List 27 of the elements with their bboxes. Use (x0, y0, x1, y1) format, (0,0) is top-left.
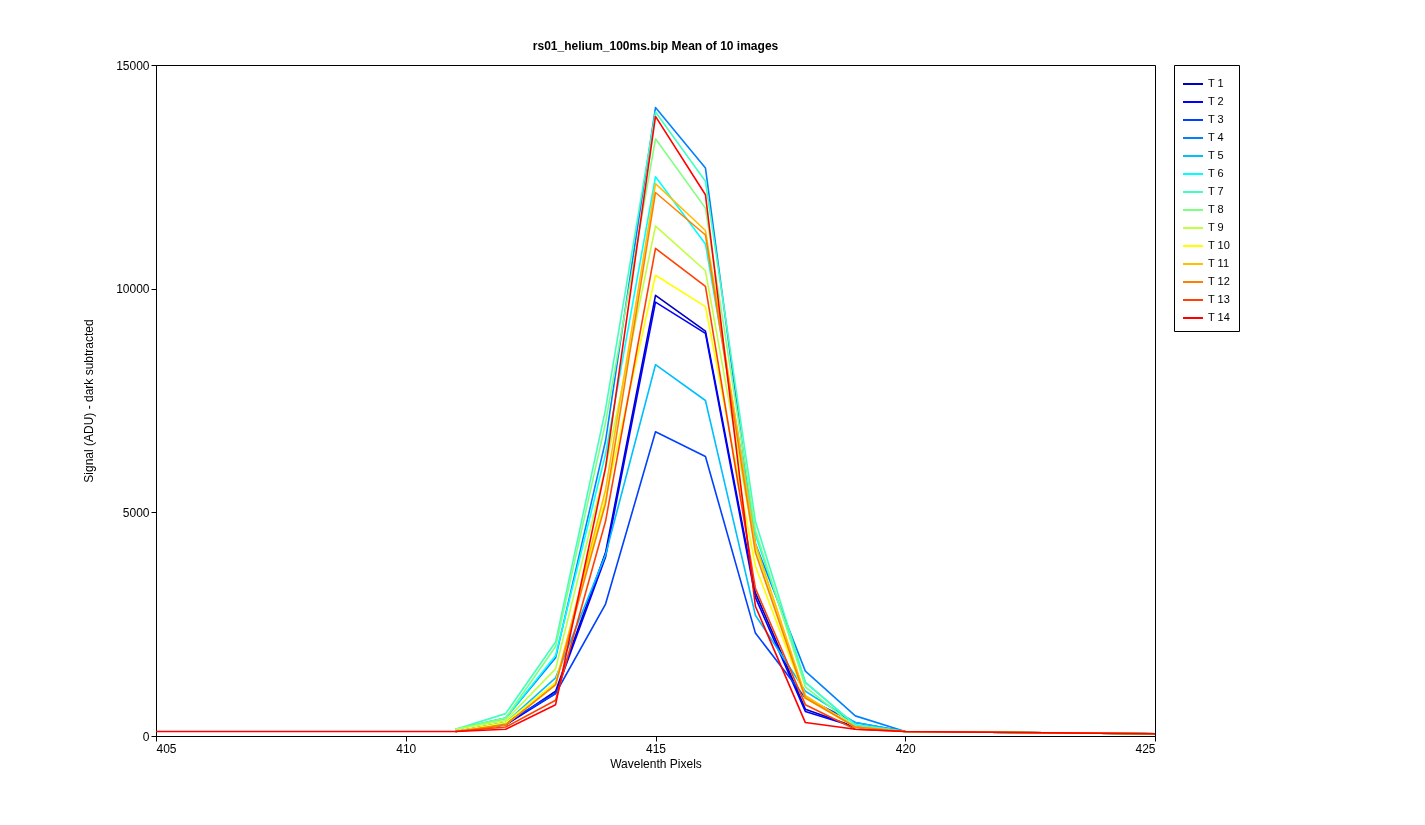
x-tick-label: 420 (895, 741, 917, 756)
legend-label: T 12 (1208, 275, 1230, 287)
x-axis-title: Wavelenth Pixels (610, 756, 702, 771)
legend-label: T 7 (1208, 185, 1224, 197)
chart-title: rs01_helium_100ms.bip Mean of 10 images (532, 39, 779, 53)
y-tick-label: 10000 (116, 282, 150, 297)
legend-label: T 9 (1208, 221, 1224, 233)
y-tick-label: 5000 (122, 505, 150, 520)
legend-label: T 14 (1208, 311, 1230, 323)
x-tick-label: 410 (396, 741, 417, 756)
legend-label: T 8 (1208, 203, 1224, 215)
legend-label: T 13 (1208, 293, 1230, 305)
legend-label: T 5 (1208, 149, 1224, 161)
x-tick-label: 415 (645, 741, 667, 756)
legend-label: T 2 (1208, 95, 1224, 107)
legend-label: T 11 (1208, 257, 1229, 269)
y-tick-label: 15000 (116, 58, 150, 73)
legend-label: T 10 (1208, 239, 1230, 251)
legend-label: T 3 (1208, 113, 1224, 125)
y-axis-title: Signal (ADU) - dark subtracted (82, 319, 97, 483)
y-tick-label: 0 (142, 729, 150, 744)
line-series (155, 115, 1156, 735)
x-tick-label: 405 (156, 741, 177, 756)
legend-label: T 4 (1208, 131, 1224, 143)
legend-label: T 6 (1208, 167, 1224, 179)
legend-label: T 1 (1208, 77, 1224, 89)
x-tick-label: 425 (1135, 741, 1156, 756)
